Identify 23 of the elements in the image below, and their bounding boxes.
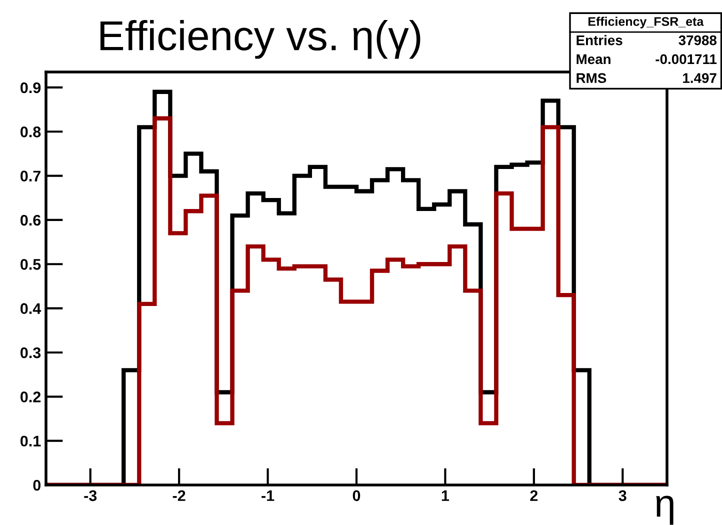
x-tick-label: -1 [262, 490, 274, 501]
x-tick-label: 0 [352, 490, 360, 502]
y-tick-label: 0.1 [20, 436, 41, 447]
y-tick-label: 0.4 [20, 303, 42, 314]
x-axis-title: η [656, 496, 674, 525]
y-tick-label: 0.3 [20, 347, 41, 358]
y-tick-label: 0.8 [20, 126, 41, 138]
y-tick-label: 0.6 [20, 214, 41, 226]
x-tick-label: -3 [84, 490, 97, 502]
y-tick-label: 0.2 [20, 392, 41, 402]
y-tick-label: 0.7 [20, 170, 40, 182]
chart-title: Efficiency vs. η(γ) [100, 20, 420, 59]
text: Mean -0.001711 [576, 54, 717, 64]
y-tick-label: 0.9 [20, 82, 41, 94]
text: RMS 1.497 [576, 73, 716, 84]
y-tick-label: 0.5 [20, 259, 41, 270]
y-tick-label: 0 [33, 480, 41, 491]
x-tick-label: 3 [618, 490, 626, 502]
text: Entries 37988 [576, 35, 717, 46]
x-tick-label: 2 [530, 490, 538, 501]
x-tick-label: -2 [172, 490, 186, 501]
text: Efficiency_FSR_eta [588, 16, 704, 28]
x-tick-label: 1 [442, 490, 450, 501]
